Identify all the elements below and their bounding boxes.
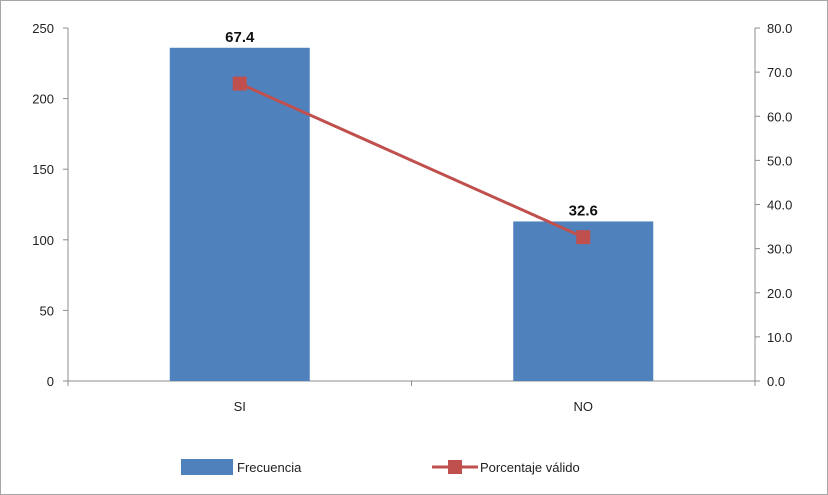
y-right-tick-label: 80.0: [767, 21, 792, 36]
bar-data-label: 67.4: [225, 29, 255, 46]
legend-marker-porcentaje: [448, 460, 462, 474]
y-right-tick-label: 50.0: [767, 153, 792, 168]
legend-label-porcentaje: Porcentaje válido: [480, 460, 580, 475]
y-right-tick-label: 10.0: [767, 330, 792, 345]
y-left-tick-label: 250: [32, 21, 54, 36]
line-marker-no: [576, 230, 591, 245]
y-left-tick-label: 150: [32, 162, 54, 177]
y-right-tick-label: 70.0: [767, 65, 792, 80]
bar-data-label: 32.6: [569, 202, 598, 219]
category-label: NO: [574, 399, 594, 414]
y-right-tick-label: 0.0: [767, 374, 785, 389]
y-left-tick-label: 0: [47, 374, 54, 389]
y-left-tick-label: 50: [40, 303, 54, 318]
y-right-tick-label: 60.0: [767, 109, 792, 124]
y-left-tick-label: 100: [32, 233, 54, 248]
line-porcentaje: [239, 82, 584, 239]
line-marker-si: [232, 76, 247, 91]
category-label: SI: [234, 399, 246, 414]
y-right-tick-label: 20.0: [767, 286, 792, 301]
legend-swatch-frecuencia: [181, 459, 233, 475]
y-right-tick-label: 40.0: [767, 198, 792, 213]
bar-si: [169, 47, 310, 381]
y-left-tick-label: 200: [32, 92, 54, 107]
legend-label-frecuencia: Frecuencia: [237, 460, 302, 475]
y-right-tick-label: 30.0: [767, 242, 792, 257]
bar-no: [513, 221, 654, 381]
